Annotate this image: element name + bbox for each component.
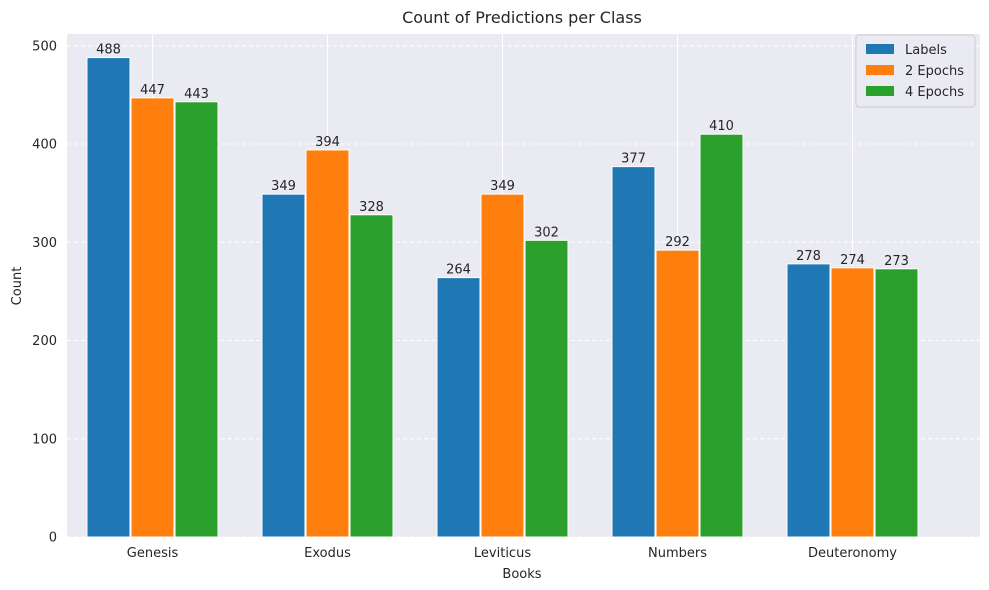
bar-value-label: 264 xyxy=(446,263,471,278)
bar-value-label: 274 xyxy=(840,253,865,268)
bar-value-label: 447 xyxy=(140,83,165,98)
bar-value-label: 302 xyxy=(534,225,559,240)
bar-value-label: 443 xyxy=(184,87,209,102)
x-tick-label: Genesis xyxy=(127,546,179,561)
y-tick-label: 300 xyxy=(32,236,57,251)
bar-value-label: 488 xyxy=(96,43,121,58)
legend-label: 2 Epochs xyxy=(905,64,964,79)
bar xyxy=(874,268,919,538)
legend-swatch xyxy=(866,44,894,54)
bar-value-label: 349 xyxy=(490,179,515,194)
bar-value-label: 278 xyxy=(796,249,821,264)
y-tick-label: 200 xyxy=(32,334,57,349)
bar xyxy=(174,101,219,538)
bar-value-label: 292 xyxy=(665,235,690,250)
bar-value-label: 377 xyxy=(621,152,646,167)
y-tick-label: 500 xyxy=(32,39,57,54)
bar xyxy=(480,193,525,538)
y-axis: 0 100 200 300 400 500 xyxy=(32,39,57,545)
bar-value-label: 394 xyxy=(315,135,340,150)
legend-swatch xyxy=(866,86,894,96)
bar xyxy=(436,277,481,538)
bar xyxy=(261,193,306,538)
legend: Labels 2 Epochs 4 Epochs xyxy=(855,34,976,108)
x-tick-label: Leviticus xyxy=(474,546,531,561)
x-tick-label: Exodus xyxy=(304,546,351,561)
bar-value-label: 349 xyxy=(271,179,296,194)
y-axis-label: Count xyxy=(10,267,25,306)
bar xyxy=(349,214,394,538)
legend-swatch xyxy=(866,65,894,75)
y-tick-label: 0 xyxy=(49,531,57,546)
bars xyxy=(86,57,919,538)
legend-label: 4 Epochs xyxy=(905,85,964,100)
bar-value-label: 410 xyxy=(709,119,734,134)
x-axis: Genesis Exodus Leviticus Numbers Deuteronomy xyxy=(127,546,897,561)
chart-title: Count of Predictions per Class xyxy=(402,8,642,27)
bar-value-label: 328 xyxy=(359,200,384,215)
bar-labels: 488 349 264 377 278 447 394 349 292 274 443 328 302 4… xyxy=(96,43,909,278)
bar xyxy=(786,263,831,538)
bar xyxy=(699,133,744,538)
x-tick-label: Deuteronomy xyxy=(808,546,897,561)
x-axis-label: Books xyxy=(502,567,541,582)
y-tick-label: 400 xyxy=(32,138,57,153)
bar xyxy=(655,249,700,538)
bar xyxy=(830,267,875,538)
bar-value-label: 273 xyxy=(884,254,909,269)
bar xyxy=(305,149,350,538)
bar xyxy=(130,97,175,538)
bar xyxy=(611,166,656,538)
bar xyxy=(86,57,131,538)
legend-label: Labels xyxy=(905,43,947,58)
x-tick-label: Numbers xyxy=(648,546,707,561)
bar xyxy=(524,239,569,538)
y-tick-label: 100 xyxy=(32,432,57,447)
